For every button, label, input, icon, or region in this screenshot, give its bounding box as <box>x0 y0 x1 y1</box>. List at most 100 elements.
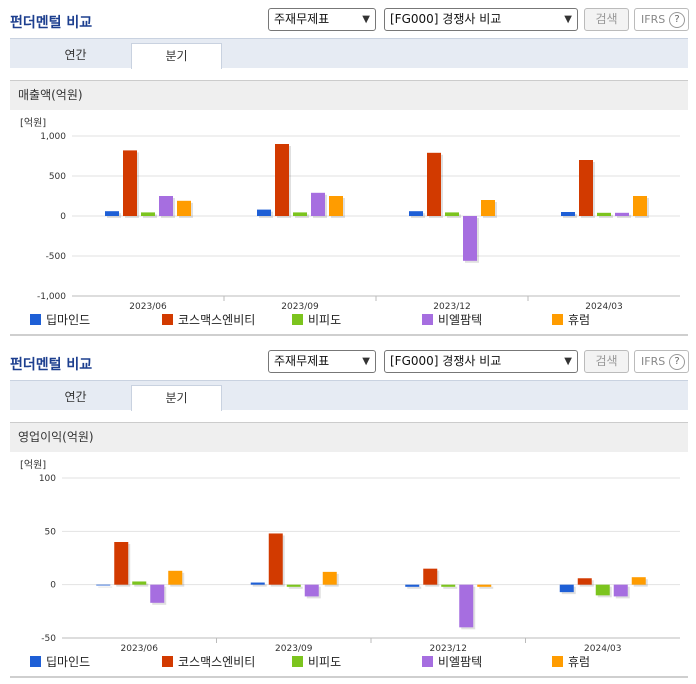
bar[interactable] <box>579 160 593 216</box>
bar[interactable] <box>441 584 456 587</box>
bar[interactable] <box>141 212 155 216</box>
search-button[interactable]: 검색 <box>584 8 629 31</box>
legend-swatch <box>552 656 563 667</box>
bar-shadow <box>617 214 631 218</box>
bar[interactable] <box>150 584 165 603</box>
legend-item[interactable]: 비피도 <box>292 312 341 328</box>
bar[interactable] <box>311 192 325 216</box>
legend-item[interactable]: 코스맥스엔비티 <box>162 312 255 328</box>
bar[interactable] <box>597 212 611 216</box>
bar[interactable] <box>615 212 629 216</box>
bar-shadow <box>599 214 613 218</box>
bar-shadow <box>443 586 458 589</box>
y-tick-label: 1,000 <box>40 132 66 142</box>
help-icon[interactable]: ? <box>669 12 685 28</box>
bar[interactable] <box>329 196 343 216</box>
chevron-down-icon: ▼ <box>362 356 370 367</box>
bar[interactable] <box>559 584 574 593</box>
bar[interactable] <box>250 582 265 585</box>
statement-select[interactable]: 주재무제표 ▼ <box>268 8 376 31</box>
bar[interactable] <box>105 211 119 216</box>
bar[interactable] <box>633 196 647 216</box>
panel-title: 펀더멘털 비교 <box>10 15 93 31</box>
bar-shadow <box>98 586 113 588</box>
bar[interactable] <box>423 568 438 585</box>
chevron-down-icon: ▼ <box>362 14 370 25</box>
bar[interactable] <box>427 152 441 216</box>
legend-item[interactable]: 딥마인드 <box>30 312 90 328</box>
bar[interactable] <box>168 570 183 585</box>
x-tick-label: 2023/06 <box>129 302 167 310</box>
bar[interactable] <box>114 542 129 585</box>
help-icon[interactable]: ? <box>669 354 685 370</box>
x-tick-label: 2024/03 <box>585 302 622 310</box>
bar-shadow <box>447 214 461 218</box>
legend-swatch <box>422 656 433 667</box>
bar[interactable] <box>96 584 111 586</box>
tab-annual[interactable]: 연간 <box>64 48 87 62</box>
peer-select[interactable]: [FG000] 경쟁사 비교 ▼ <box>384 350 578 373</box>
period-tabs: 연간 분기 <box>10 380 688 411</box>
x-tick-label: 2023/09 <box>281 302 319 310</box>
legend-item[interactable]: 코스맥스엔비티 <box>162 654 255 670</box>
bar[interactable] <box>293 212 307 216</box>
chart-legend: 딥마인드 코스맥스엔비티 비피도 비엘팜텍 휴럼 <box>30 312 670 328</box>
legend-label: 비엘팜텍 <box>438 655 483 669</box>
bar[interactable] <box>631 577 646 585</box>
legend-label: 비피도 <box>308 655 342 669</box>
bar[interactable] <box>159 196 173 216</box>
search-button[interactable]: 검색 <box>584 350 629 373</box>
y-tick-label: 50 <box>45 527 57 537</box>
bar[interactable] <box>577 578 592 585</box>
peer-select[interactable]: [FG000] 경쟁사 비교 ▼ <box>384 8 578 31</box>
bar[interactable] <box>445 212 459 216</box>
legend-item[interactable]: 비피도 <box>292 654 341 670</box>
legend-item[interactable]: 휴럼 <box>552 312 590 328</box>
bar[interactable] <box>459 584 474 628</box>
legend-label: 딥마인드 <box>46 655 91 669</box>
peer-select-value: [FG000] 경쟁사 비교 <box>390 354 502 368</box>
bar[interactable] <box>275 144 289 216</box>
legend-item[interactable]: 휴럼 <box>552 654 590 670</box>
bar[interactable] <box>257 209 271 216</box>
bar[interactable] <box>268 533 283 585</box>
statement-select[interactable]: 주재무제표 ▼ <box>268 350 376 373</box>
legend-swatch <box>292 314 303 325</box>
x-tick-label: 2023/06 <box>121 644 159 652</box>
bar[interactable] <box>322 571 337 585</box>
bar[interactable] <box>123 150 137 216</box>
bar[interactable] <box>409 211 423 216</box>
bar[interactable] <box>595 584 610 596</box>
y-tick-label: -1,000 <box>37 292 66 302</box>
tab-quarterly[interactable]: 분기 <box>131 385 222 411</box>
bar[interactable] <box>463 216 477 261</box>
legend-label: 휴럼 <box>568 313 591 327</box>
legend-label: 코스맥스엔비티 <box>178 655 256 669</box>
ifrs-toggle[interactable]: IFRS? <box>634 8 689 31</box>
bar[interactable] <box>405 584 420 587</box>
legend-swatch <box>292 656 303 667</box>
legend-item[interactable]: 비엘팜텍 <box>422 654 482 670</box>
chart-legend: 딥마인드 코스맥스엔비티 비피도 비엘팜텍 휴럼 <box>30 654 670 670</box>
legend-item[interactable]: 비엘팜텍 <box>422 312 482 328</box>
bar[interactable] <box>132 581 147 585</box>
bar[interactable] <box>177 200 191 216</box>
bar[interactable] <box>561 212 575 216</box>
bar[interactable] <box>481 200 495 216</box>
legend-item[interactable]: 딥마인드 <box>30 654 90 670</box>
bar[interactable] <box>304 584 319 597</box>
bar[interactable] <box>613 584 628 597</box>
bar[interactable] <box>477 584 492 587</box>
legend-swatch <box>552 314 563 325</box>
ifrs-toggle[interactable]: IFRS? <box>634 350 689 373</box>
tab-quarterly[interactable]: 분기 <box>131 43 222 69</box>
tab-annual[interactable]: 연간 <box>64 390 87 404</box>
legend-label: 휴럼 <box>568 655 591 669</box>
statement-select-value: 주재무제표 <box>274 12 330 26</box>
bar[interactable] <box>286 584 301 587</box>
fundamental-panel-operating-profit: 펀더멘털 비교 주재무제표 ▼ [FG000] 경쟁사 비교 ▼ 검색 IFRS? … <box>0 342 696 684</box>
y-tick-label: 0 <box>50 581 56 591</box>
chevron-down-icon: ▼ <box>564 356 572 367</box>
legend-swatch <box>30 656 41 667</box>
unit-label: [억원] <box>20 117 46 129</box>
